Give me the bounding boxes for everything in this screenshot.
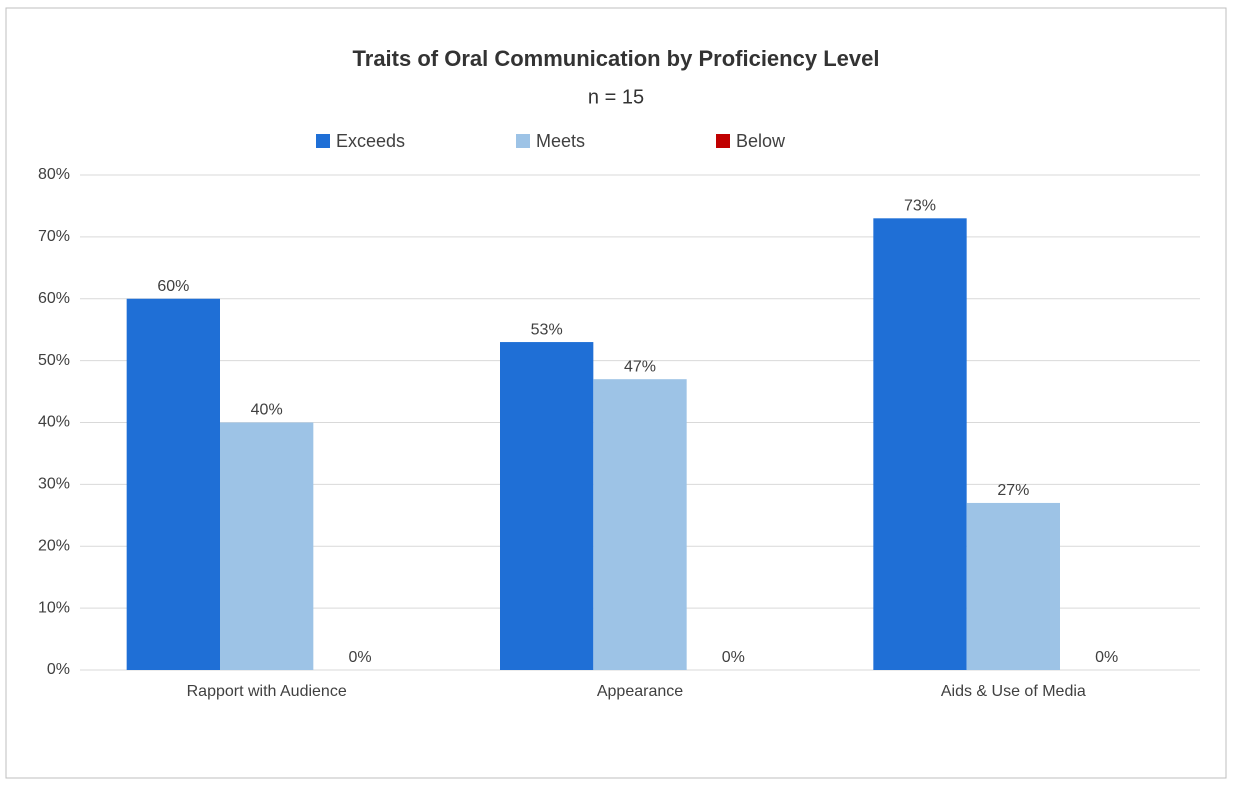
data-label: 73% bbox=[904, 198, 936, 215]
data-label: 60% bbox=[157, 278, 189, 295]
y-tick-label: 50% bbox=[38, 352, 70, 369]
data-label: 0% bbox=[348, 649, 371, 666]
data-label: 40% bbox=[251, 402, 283, 419]
bar bbox=[593, 379, 687, 670]
y-tick-label: 10% bbox=[38, 599, 70, 616]
data-label: 0% bbox=[722, 649, 745, 666]
legend-label: Below bbox=[736, 131, 786, 151]
bar bbox=[500, 342, 594, 670]
chart-title: Traits of Oral Communication by Proficie… bbox=[353, 46, 880, 71]
bar bbox=[873, 218, 967, 670]
x-tick-label: Rapport with Audience bbox=[187, 683, 347, 700]
y-tick-label: 80% bbox=[38, 166, 70, 183]
bar bbox=[220, 422, 314, 670]
x-tick-label: Appearance bbox=[597, 683, 683, 700]
bar bbox=[966, 502, 1060, 670]
legend-swatch bbox=[516, 134, 530, 148]
y-tick-label: 0% bbox=[47, 661, 70, 678]
y-tick-label: 60% bbox=[38, 290, 70, 307]
y-tick-label: 40% bbox=[38, 414, 70, 431]
y-tick-label: 70% bbox=[38, 228, 70, 245]
legend-swatch bbox=[716, 134, 730, 148]
legend-label: Meets bbox=[536, 131, 585, 151]
data-label: 47% bbox=[624, 358, 656, 375]
data-label: 27% bbox=[997, 482, 1029, 499]
legend-swatch bbox=[316, 134, 330, 148]
data-label: 53% bbox=[531, 321, 563, 338]
y-tick-label: 30% bbox=[38, 476, 70, 493]
bar bbox=[126, 298, 220, 670]
legend-label: Exceeds bbox=[336, 131, 405, 151]
y-tick-label: 20% bbox=[38, 537, 70, 554]
x-tick-label: Aids & Use of Media bbox=[941, 683, 1086, 700]
data-label: 0% bbox=[1095, 649, 1118, 666]
chart-subtitle: n = 15 bbox=[588, 86, 644, 108]
